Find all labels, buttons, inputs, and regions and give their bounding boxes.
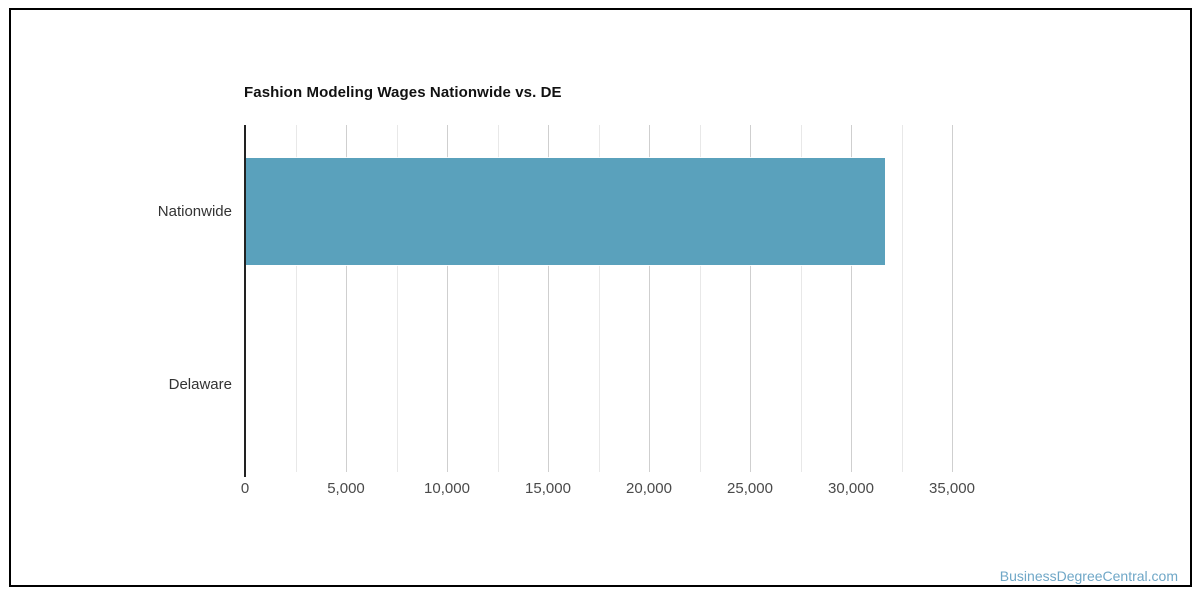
major-gridline bbox=[952, 125, 953, 472]
chart-title: Fashion Modeling Wages Nationwide vs. DE bbox=[244, 84, 562, 101]
minor-gridline bbox=[296, 125, 297, 472]
x-axis-tick-label: 5,000 bbox=[327, 480, 365, 497]
x-axis-tick-label: 20,000 bbox=[626, 480, 672, 497]
minor-gridline bbox=[700, 125, 701, 472]
x-axis-tick-label: 15,000 bbox=[525, 480, 571, 497]
plot-area bbox=[244, 125, 958, 477]
major-gridline bbox=[346, 125, 347, 472]
x-axis-tick-label: 35,000 bbox=[929, 480, 975, 497]
x-axis-tick-label: 10,000 bbox=[424, 480, 470, 497]
y-axis-label-delaware: Delaware bbox=[168, 376, 232, 393]
major-gridline bbox=[548, 125, 549, 472]
minor-gridline bbox=[599, 125, 600, 472]
major-gridline bbox=[750, 125, 751, 472]
y-axis-label-nationwide: Nationwide bbox=[157, 203, 232, 220]
x-axis-tick-label: 30,000 bbox=[828, 480, 874, 497]
bar-nationwide bbox=[245, 158, 885, 265]
chart-border-frame bbox=[9, 8, 1192, 587]
watermark-link[interactable]: BusinessDegreeCentral.com bbox=[999, 568, 1178, 584]
minor-gridline bbox=[498, 125, 499, 472]
minor-gridline bbox=[397, 125, 398, 472]
x-axis-tick-label: 0 bbox=[240, 480, 250, 497]
major-gridline bbox=[447, 125, 448, 472]
major-gridline bbox=[649, 125, 650, 472]
minor-gridline bbox=[902, 125, 903, 472]
major-gridline bbox=[851, 125, 852, 472]
y-axis-line bbox=[244, 125, 246, 477]
x-axis-tick-label: 25,000 bbox=[727, 480, 773, 497]
minor-gridline bbox=[801, 125, 802, 472]
